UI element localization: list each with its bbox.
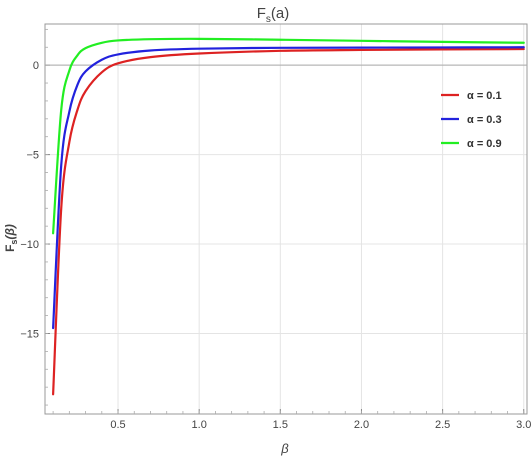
y-tick-label: −15 [20, 328, 39, 340]
grid [45, 24, 527, 414]
legend-label-3: α = 0.9 [467, 138, 502, 150]
x-axis-label: β [280, 441, 289, 456]
plot-frame [44, 23, 528, 415]
x-tick-label: 2.0 [354, 419, 369, 431]
legend-label-1: α = 0.1 [467, 90, 502, 102]
x-tick-label: 1.0 [192, 419, 207, 431]
y-tick-label: −5 [26, 150, 39, 162]
series-layer [52, 37, 525, 396]
legend: α = 0.1 α = 0.3 α = 0.9 [441, 90, 502, 150]
x-tick-label: 2.5 [435, 419, 450, 431]
series-line-3 [52, 37, 525, 235]
x-tick-label: 1.5 [273, 419, 288, 431]
y-tick-label: −10 [20, 239, 39, 251]
x-tick-label: 3.0 [516, 419, 531, 431]
x-tick-label: 0.5 [110, 419, 125, 431]
axes [44, 23, 528, 415]
y-tick-label: 0 [33, 60, 39, 72]
chart-title: Fs(a) [257, 5, 290, 25]
series-line-2 [52, 46, 525, 330]
legend-label-2: α = 0.3 [467, 114, 502, 126]
y-axis-label: Fs(β) [3, 224, 19, 252]
series-line-1 [52, 47, 525, 396]
labels-layer: 0.5 1.0 1.5 2.0 2.5 3.0 0 −5 −10 −15 [20, 60, 531, 431]
